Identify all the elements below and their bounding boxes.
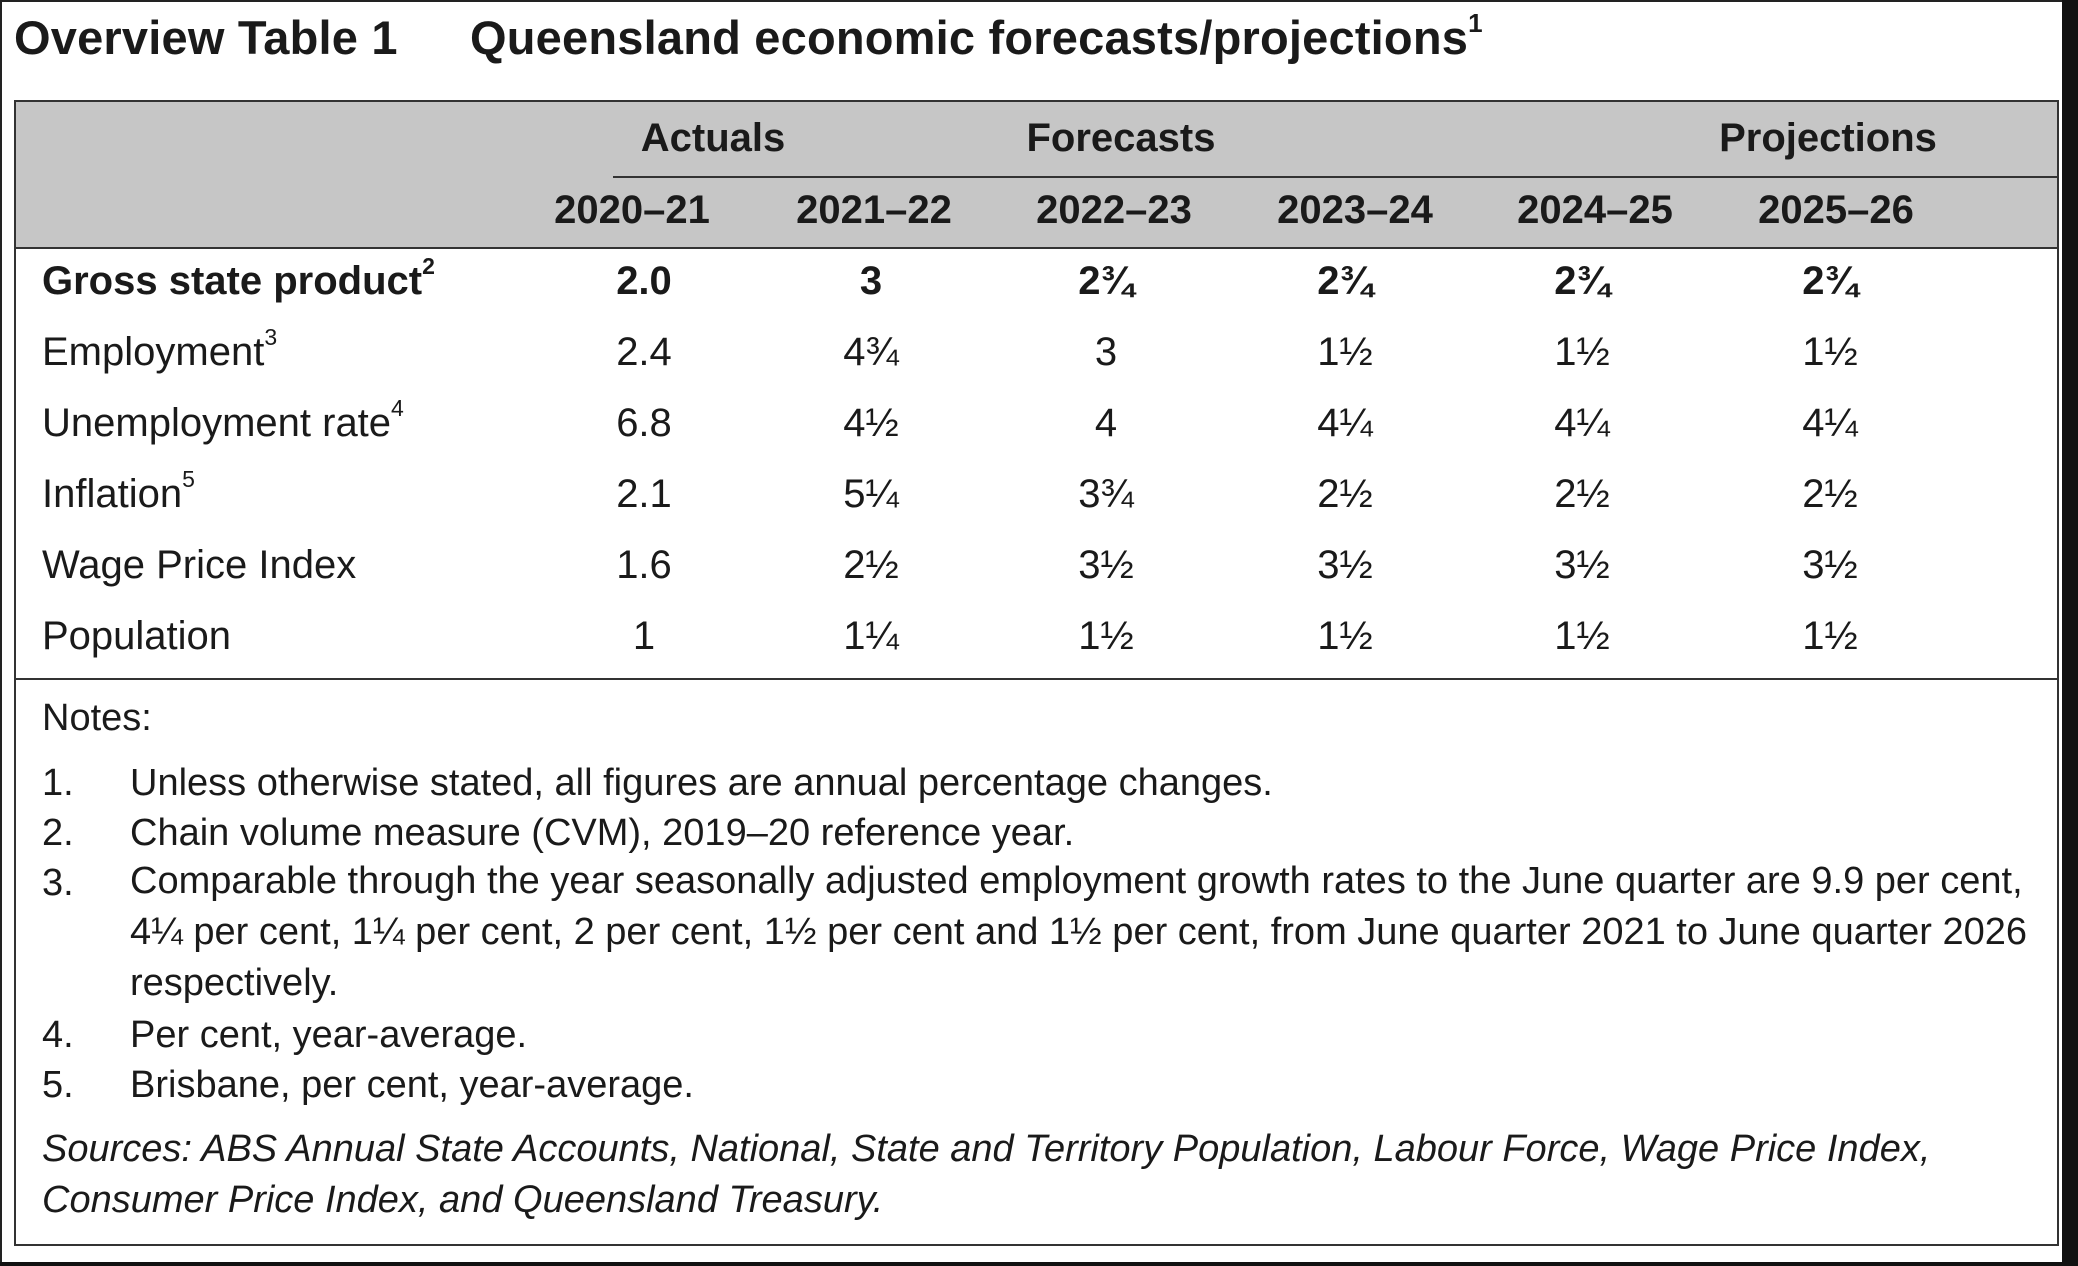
table-header: Actuals Forecasts Projections 2020–21 20… [16, 102, 2057, 249]
table-cell: 2.4 [616, 330, 672, 374]
title-footnote-marker: 1 [1468, 8, 1483, 38]
note-number: 2. [42, 812, 74, 854]
table-cell: 4¼ [1317, 401, 1373, 445]
note-text: Per cent, year-average. [130, 1014, 528, 1056]
row-label: Employment3 [42, 324, 278, 375]
footnote-marker: 2 [422, 253, 435, 279]
table-row: Unemployment rate4 6.8 4½ 4 4¼ 4¼ 4¼ [16, 393, 2057, 464]
table-cell: 3½ [1554, 543, 1610, 587]
footnote-marker: 4 [391, 395, 404, 421]
table-cell: 4½ [843, 401, 899, 445]
group-header-forecasts: Forecasts [1026, 116, 1216, 160]
footnote-marker: 5 [182, 466, 195, 492]
table-cell: 1½ [1802, 614, 1858, 658]
year-header: 2024–25 [1517, 188, 1673, 232]
table-cell: 1½ [1317, 614, 1373, 658]
note-number: 1. [42, 762, 74, 804]
note-text: Chain volume measure (CVM), 2019–20 refe… [130, 812, 1075, 854]
table-cell: 5¼ [843, 472, 899, 516]
group-header-projections: Projections [1719, 116, 1937, 160]
table-cell: 4¼ [1802, 401, 1858, 445]
row-label: Inflation5 [42, 466, 195, 517]
note-text: Unless otherwise stated, all figures are… [130, 762, 1273, 804]
table-cell: 3½ [1802, 543, 1858, 587]
table-number: Overview Table 1 [14, 11, 398, 64]
note-number: 3. [42, 862, 74, 904]
table-cell: 6.8 [616, 401, 672, 445]
row-label: Wage Price Index [42, 543, 357, 587]
table-cell: 2¾ [1802, 259, 1858, 303]
table-heading: Overview Table 1 Queensland economic fore… [14, 10, 1483, 65]
table-cell: 1½ [1802, 330, 1858, 374]
table-row: Inflation5 2.1 5¼ 3¾ 2½ 2½ 2½ [16, 464, 2057, 535]
group-header-actuals: Actuals [640, 116, 786, 160]
table-row: Gross state product2 2.0 3 2¾ 2¾ 2¾ 2¾ [16, 251, 2057, 322]
year-header: 2020–21 [554, 188, 710, 232]
table-cell: 2½ [1802, 472, 1858, 516]
table-cell: 1¼ [843, 614, 899, 658]
row-label: Population [42, 614, 232, 658]
table-cell: 4¾ [843, 330, 899, 374]
sources-note: Sources: ABS Annual State Accounts, Nati… [42, 1128, 1931, 1221]
table-row: Wage Price Index 1.6 2½ 3½ 3½ 3½ 3½ [16, 535, 2057, 606]
forecast-table: Actuals Forecasts Projections 2020–21 20… [14, 100, 2059, 1246]
table-cell: 4 [1094, 401, 1118, 445]
table-cell: 1½ [1554, 614, 1610, 658]
table-cell: 1.6 [616, 543, 672, 587]
table-cell: 1½ [1317, 330, 1373, 374]
note-number: 4. [42, 1014, 74, 1056]
group-divider [613, 176, 2057, 178]
table-row: Employment3 2.4 4¾ 3 1½ 1½ 1½ [16, 322, 2057, 393]
note-text: Brisbane, per cent, year-average. [130, 1064, 694, 1106]
table-cell: 3½ [1317, 543, 1373, 587]
year-header: 2023–24 [1277, 188, 1433, 232]
row-label: Gross state product2 [42, 253, 435, 304]
table-cell: 2¾ [1554, 259, 1610, 303]
table-cell: 3¾ [1078, 472, 1134, 516]
notes-divider [16, 678, 2057, 680]
table-row: Population 1 1¼ 1½ 1½ 1½ 1½ [16, 606, 2057, 677]
note-number: 5. [42, 1064, 74, 1106]
table-cell: 4¼ [1554, 401, 1610, 445]
table-cell: 3 [859, 259, 883, 303]
table-cell: 2½ [843, 543, 899, 587]
table-cell: 2¾ [1317, 259, 1373, 303]
year-header: 2021–22 [796, 188, 952, 232]
table-cell: 2½ [1554, 472, 1610, 516]
year-header: 2025–26 [1758, 188, 1914, 232]
row-label: Unemployment rate4 [42, 395, 404, 446]
table-cell: 1½ [1554, 330, 1610, 374]
table-cell: 2½ [1317, 472, 1373, 516]
footnote-marker: 3 [264, 324, 278, 350]
table-cell: 1 [632, 614, 656, 658]
window-edge-bottom [0, 1262, 2078, 1266]
notes-heading: Notes: [42, 697, 152, 739]
table-cell: 2¾ [1078, 259, 1134, 303]
table-cell: 3½ [1078, 543, 1134, 587]
table-cell: 2.0 [616, 259, 672, 303]
table-cell: 1½ [1078, 614, 1134, 658]
year-header: 2022–23 [1036, 188, 1192, 232]
table-cell: 2.1 [616, 472, 672, 516]
table-title: Queensland economic forecasts/projection… [470, 11, 1469, 64]
window-edge [2062, 0, 2078, 1266]
table-cell: 3 [1094, 330, 1118, 374]
note-text: Comparable through the year seasonally a… [130, 860, 2027, 1004]
